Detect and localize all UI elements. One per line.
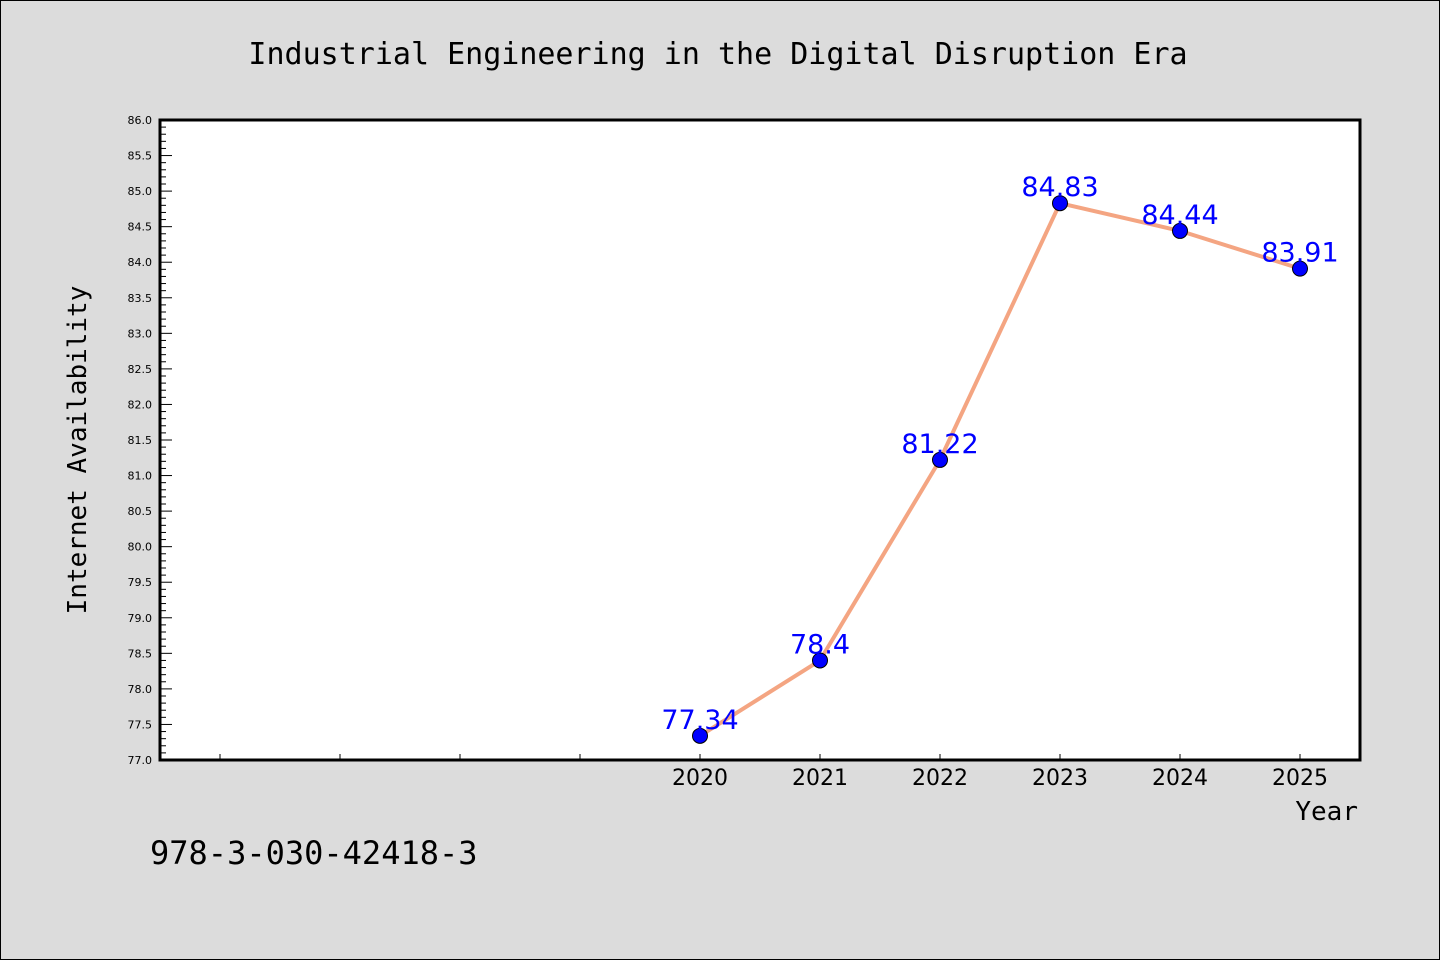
y-axis: 77.0 77.5 78.0 78.5 79.0 79.5 80.0 80.5 81.0 81.5…: [128, 114, 172, 767]
y-tick-label: 84.0: [128, 256, 153, 269]
y-tick-label: 78.0: [128, 683, 153, 696]
data-label: 77.34: [661, 705, 738, 736]
y-tick-label: 78.5: [128, 647, 153, 660]
series-line: [698, 201, 1301, 738]
chart-title: Industrial Engineering in the Digital Di…: [248, 37, 1187, 72]
x-tick-label: 2024: [1152, 766, 1208, 791]
data-point: [812, 652, 828, 669]
y-tick-label: 81.5: [128, 434, 153, 447]
y-tick-label: 83.5: [128, 292, 153, 305]
y-tick-label: 79.5: [128, 576, 153, 589]
series-markers: [692, 195, 1308, 744]
y-tick-label: 85.5: [128, 150, 153, 163]
x-tick-label: 2023: [1032, 766, 1088, 791]
y-tick-label: 86.0: [128, 114, 153, 127]
x-tick-label: 2020: [672, 766, 728, 791]
x-axis: 2020 2021 2022 2023 2024 2025: [219, 754, 1328, 791]
isbn-footer: 978-3-030-42418-3: [150, 834, 478, 872]
data-label: 83.91: [1261, 238, 1338, 269]
data-point: [1172, 222, 1188, 239]
y-tick-label: 80.0: [128, 541, 153, 554]
data-point: [1292, 260, 1308, 277]
y-tick-label: 81.0: [128, 470, 153, 483]
y-tick-label: 85.0: [128, 185, 153, 198]
y-tick-label: 79.0: [128, 612, 153, 625]
data-label: 78.4: [790, 629, 850, 660]
x-tick-label: 2022: [912, 766, 968, 791]
plot-frame: [158, 118, 1362, 762]
data-point: [692, 727, 708, 744]
data-point: [932, 451, 948, 468]
data-label: 84.44: [1141, 200, 1218, 231]
data-point: [1052, 195, 1068, 212]
y-tick-label: 80.5: [128, 505, 153, 518]
y-tick-label: 77.5: [128, 718, 153, 731]
x-tick-label: 2021: [792, 766, 848, 791]
y-tick-label: 82.0: [128, 398, 153, 411]
x-axis-label: Year: [1295, 797, 1358, 827]
y-tick-label: 82.5: [128, 363, 153, 376]
data-labels: 77.34 78.4 81.22 84.83 84.44 83.91: [661, 172, 1338, 736]
y-tick-label: 83.0: [128, 327, 153, 340]
x-tick-label: 2025: [1272, 766, 1328, 791]
data-label: 84.83: [1021, 172, 1098, 203]
y-tick-label: 84.5: [128, 221, 153, 234]
y-tick-label: 77.0: [128, 754, 153, 767]
y-axis-label: Internet Availability: [63, 286, 93, 615]
data-label: 81.22: [901, 429, 978, 460]
